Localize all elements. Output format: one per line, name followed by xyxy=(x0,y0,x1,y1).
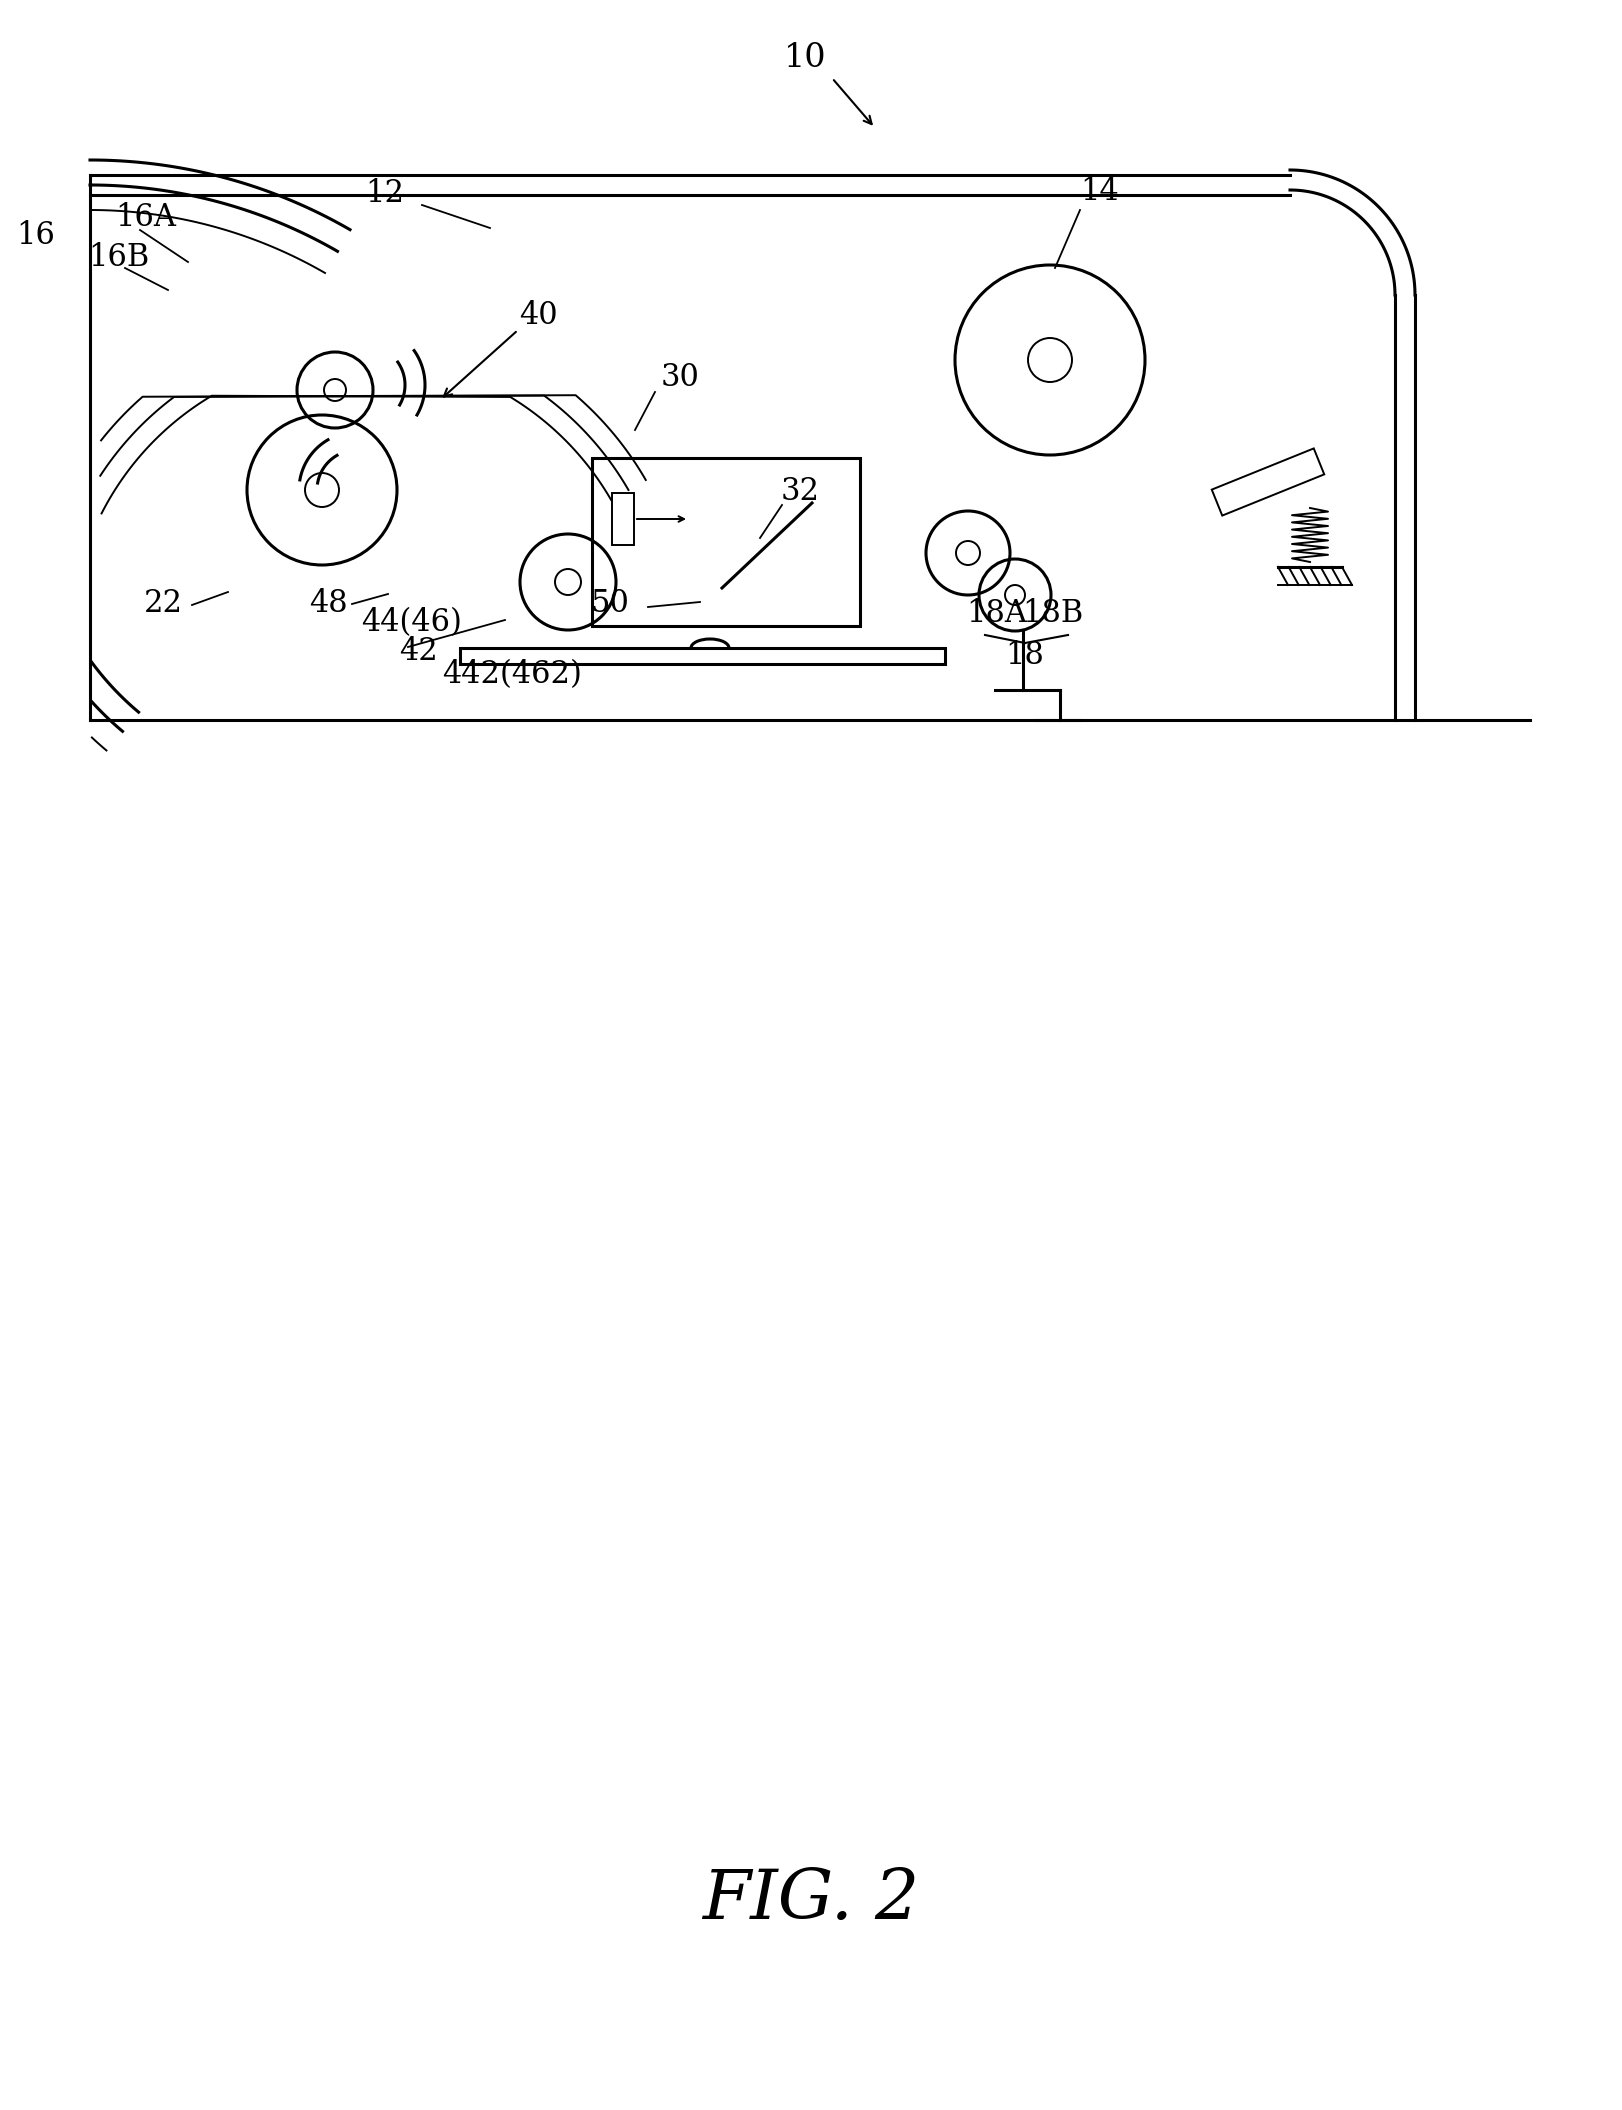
Text: 16B: 16B xyxy=(88,241,149,272)
Text: 40: 40 xyxy=(519,300,558,331)
Text: 14: 14 xyxy=(1080,177,1119,207)
Text: 16A: 16A xyxy=(115,203,177,234)
Text: 42: 42 xyxy=(399,637,438,667)
Text: 18B: 18B xyxy=(1022,597,1083,629)
Text: 32: 32 xyxy=(780,477,819,509)
Text: 50: 50 xyxy=(590,587,629,618)
Text: 44(46): 44(46) xyxy=(362,608,462,639)
Text: 30: 30 xyxy=(660,363,699,392)
Bar xyxy=(461,648,946,665)
Text: 10: 10 xyxy=(783,42,826,74)
Bar xyxy=(611,494,634,544)
Bar xyxy=(592,458,860,627)
Text: 18A: 18A xyxy=(967,597,1027,629)
Polygon shape xyxy=(1212,449,1324,515)
Text: 22: 22 xyxy=(143,587,183,618)
Text: 16: 16 xyxy=(16,219,55,251)
Text: 48: 48 xyxy=(308,587,347,618)
Text: 442(462): 442(462) xyxy=(443,660,582,690)
Text: FIG. 2: FIG. 2 xyxy=(702,1867,920,1933)
Text: 18: 18 xyxy=(1006,639,1045,671)
Text: 12: 12 xyxy=(365,177,404,209)
